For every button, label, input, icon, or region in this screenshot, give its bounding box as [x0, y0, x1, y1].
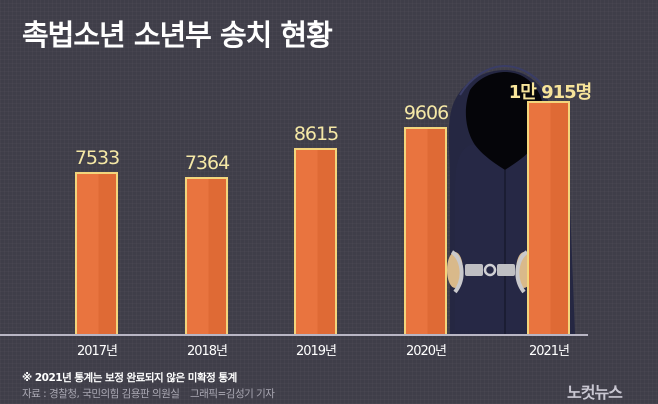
x-axis-baseline	[0, 334, 588, 336]
chart-title: 촉법소년 소년부 송치 현황	[22, 18, 333, 52]
x-label-2021: 2021년	[528, 344, 570, 359]
value-label-2017: 7533	[74, 147, 120, 169]
bar-2021	[527, 101, 570, 334]
x-label-2019: 2019년	[295, 344, 337, 359]
footnote: ※ 2021년 통계는 보정 완료되지 않은 미확정 통계	[22, 372, 237, 384]
source-credit: 자료 : 경찰청, 국민의힘 김용판 의원실	[22, 388, 180, 400]
bar-2017	[75, 172, 118, 334]
x-label-2020: 2020년	[405, 344, 447, 359]
value-label-2020: 9606	[403, 102, 449, 124]
x-label-2018: 2018년	[186, 344, 228, 359]
bar-2020	[404, 127, 447, 334]
bar-2018	[185, 177, 228, 334]
value-label-2019: 8615	[293, 123, 339, 145]
value-label-2021: 1만 915명	[508, 82, 592, 103]
graphic-credit: 그래픽=김성기 기자	[190, 388, 275, 400]
nocutnews-logo: 노컷뉴스	[567, 383, 623, 402]
value-label-2018: 7364	[184, 152, 230, 174]
bar-2019	[294, 148, 337, 334]
x-label-2017: 2017년	[76, 344, 118, 359]
